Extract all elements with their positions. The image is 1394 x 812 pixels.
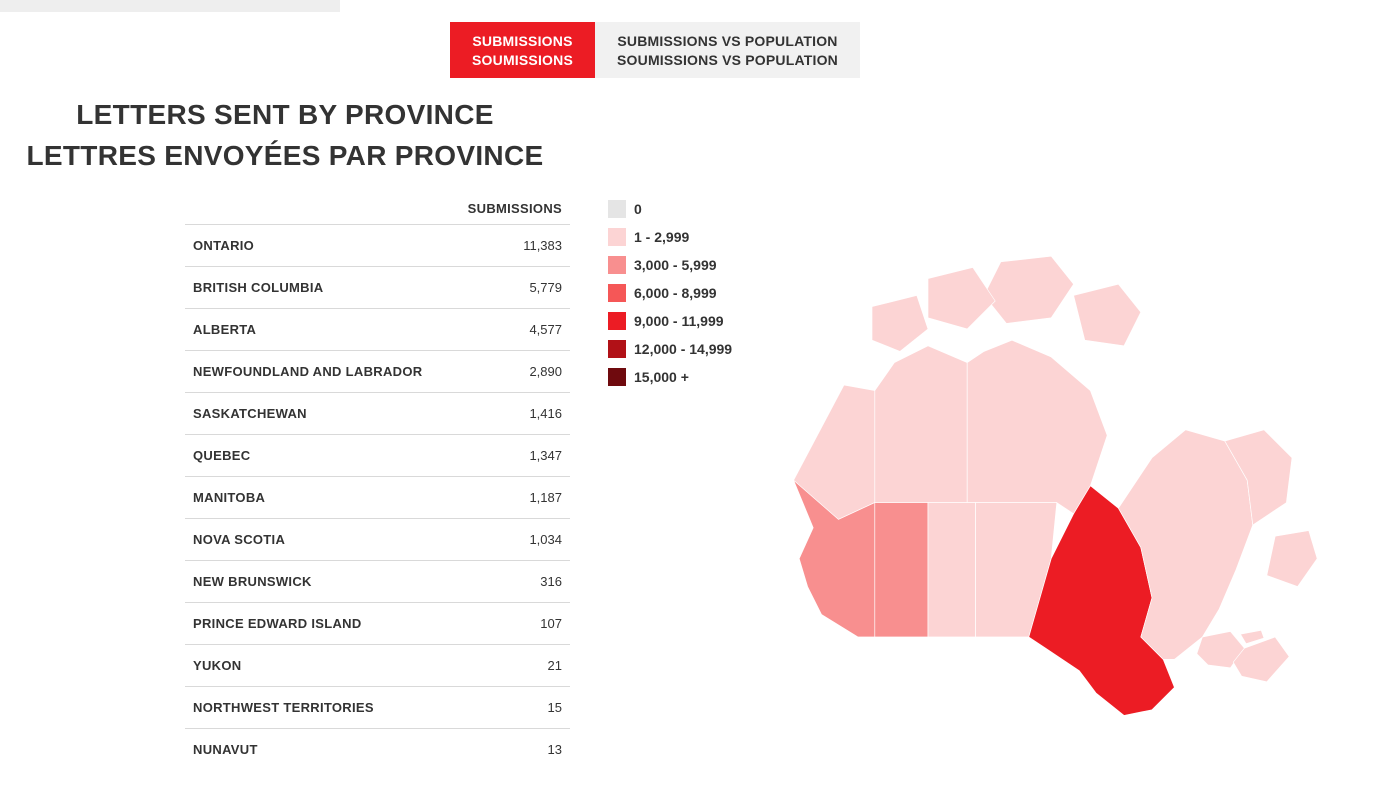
province-value: 1,187 xyxy=(500,477,570,519)
legend-row: 15,000 + xyxy=(608,363,732,391)
province-name: PRINCE EDWARD ISLAND xyxy=(185,603,500,645)
province-name: MANITOBA xyxy=(185,477,500,519)
map-nunavut-island-3[interactable] xyxy=(928,267,995,329)
province-name: YUKON xyxy=(185,645,500,687)
map-nunavut[interactable] xyxy=(967,340,1107,514)
legend-label: 12,000 - 14,999 xyxy=(634,341,732,357)
map-nunavut-island-4[interactable] xyxy=(872,295,928,351)
province-value: 1,416 xyxy=(500,393,570,435)
legend-label: 15,000 + xyxy=(634,369,689,385)
province-value: 11,383 xyxy=(500,225,570,267)
province-name: SASKATCHEWAN xyxy=(185,393,500,435)
tab-submissions-vs-population[interactable]: SUBMISSIONS VS POPULATION SOUMISSIONS VS… xyxy=(595,22,860,78)
canada-map xyxy=(760,245,1320,732)
legend-label: 3,000 - 5,999 xyxy=(634,257,717,273)
legend-swatch xyxy=(608,312,626,330)
legend-swatch xyxy=(608,340,626,358)
tab-submissions[interactable]: SUBMISSIONS SOUMISSIONS xyxy=(450,22,595,78)
legend-row: 3,000 - 5,999 xyxy=(608,251,732,279)
map-newfoundland[interactable] xyxy=(1267,531,1317,587)
province-table: SUBMISSIONS ONTARIO11,383BRITISH COLUMBI… xyxy=(185,195,570,770)
legend-row: 9,000 - 11,999 xyxy=(608,307,732,335)
legend-swatch xyxy=(608,200,626,218)
tab-svp-fr: SOUMISSIONS VS POPULATION xyxy=(617,52,838,68)
legend-swatch xyxy=(608,228,626,246)
table-row[interactable]: NORTHWEST TERRITORIES15 xyxy=(185,687,570,729)
tab-row: SUBMISSIONS SOUMISSIONS SUBMISSIONS VS P… xyxy=(450,22,860,78)
legend-swatch xyxy=(608,368,626,386)
table-row[interactable]: ONTARIO11,383 xyxy=(185,225,570,267)
map-prince-edward-island[interactable] xyxy=(1240,630,1264,643)
table-row[interactable]: YUKON21 xyxy=(185,645,570,687)
tab-svp-en: SUBMISSIONS VS POPULATION xyxy=(617,33,837,49)
tab-submissions-fr: SOUMISSIONS xyxy=(472,52,573,68)
table-row[interactable]: NEWFOUNDLAND AND LABRADOR2,890 xyxy=(185,351,570,393)
province-name: NUNAVUT xyxy=(185,729,500,771)
map-nova-scotia[interactable] xyxy=(1233,637,1289,682)
legend-label: 6,000 - 8,999 xyxy=(634,285,717,301)
legend-label: 9,000 - 11,999 xyxy=(634,313,724,329)
table-row[interactable]: SASKATCHEWAN1,416 xyxy=(185,393,570,435)
legend-row: 12,000 - 14,999 xyxy=(608,335,732,363)
chart-title-fr: LETTRES ENVOYÉES PAR PROVINCE xyxy=(0,136,570,177)
table-row[interactable]: ALBERTA4,577 xyxy=(185,309,570,351)
province-value: 107 xyxy=(500,603,570,645)
province-value: 1,347 xyxy=(500,435,570,477)
table-row[interactable]: BRITISH COLUMBIA5,779 xyxy=(185,267,570,309)
province-value: 316 xyxy=(500,561,570,603)
table-row[interactable]: NEW BRUNSWICK316 xyxy=(185,561,570,603)
province-name: ALBERTA xyxy=(185,309,500,351)
province-value: 13 xyxy=(500,729,570,771)
table-row[interactable]: PRINCE EDWARD ISLAND107 xyxy=(185,603,570,645)
province-value: 1,034 xyxy=(500,519,570,561)
province-value: 5,779 xyxy=(500,267,570,309)
province-name: NOVA SCOTIA xyxy=(185,519,500,561)
map-legend: 0 1 - 2,999 3,000 - 5,999 6,000 - 8,999 9,00… xyxy=(608,195,732,391)
province-name: NEW BRUNSWICK xyxy=(185,561,500,603)
province-value: 4,577 xyxy=(500,309,570,351)
tab-submissions-en: SUBMISSIONS xyxy=(472,33,572,49)
province-name: QUEBEC xyxy=(185,435,500,477)
legend-swatch xyxy=(608,284,626,302)
legend-label: 1 - 2,999 xyxy=(634,229,689,245)
province-value: 15 xyxy=(500,687,570,729)
nav-placeholder xyxy=(0,0,340,12)
province-name: BRITISH COLUMBIA xyxy=(185,267,500,309)
map-nunavut-island-2[interactable] xyxy=(1074,284,1141,346)
legend-swatch xyxy=(608,256,626,274)
map-nunavut-island-1[interactable] xyxy=(984,256,1074,323)
table-row[interactable]: MANITOBA1,187 xyxy=(185,477,570,519)
legend-row: 6,000 - 8,999 xyxy=(608,279,732,307)
table-column-header: SUBMISSIONS xyxy=(185,195,570,224)
main: LETTERS SENT BY PROVINCE LETTRES ENVOYÉE… xyxy=(0,95,1394,176)
province-value: 2,890 xyxy=(500,351,570,393)
chart-title-en: LETTERS SENT BY PROVINCE xyxy=(0,95,570,136)
legend-label: 0 xyxy=(634,201,642,217)
chart-titles: LETTERS SENT BY PROVINCE LETTRES ENVOYÉE… xyxy=(0,95,570,176)
map-saskatchewan[interactable] xyxy=(928,503,976,637)
legend-row: 1 - 2,999 xyxy=(608,223,732,251)
province-name: ONTARIO xyxy=(185,225,500,267)
province-value: 21 xyxy=(500,645,570,687)
table-body: ONTARIO11,383BRITISH COLUMBIA5,779ALBERT… xyxy=(185,224,570,770)
table-row[interactable]: NUNAVUT13 xyxy=(185,729,570,771)
legend-row: 0 xyxy=(608,195,732,223)
table-row[interactable]: NOVA SCOTIA1,034 xyxy=(185,519,570,561)
province-name: NORTHWEST TERRITORIES xyxy=(185,687,500,729)
map-alberta[interactable] xyxy=(875,503,928,637)
province-name: NEWFOUNDLAND AND LABRADOR xyxy=(185,351,500,393)
canada-map-svg xyxy=(760,245,1320,727)
table-row[interactable]: QUEBEC1,347 xyxy=(185,435,570,477)
map-northwest-territories[interactable] xyxy=(875,346,967,503)
